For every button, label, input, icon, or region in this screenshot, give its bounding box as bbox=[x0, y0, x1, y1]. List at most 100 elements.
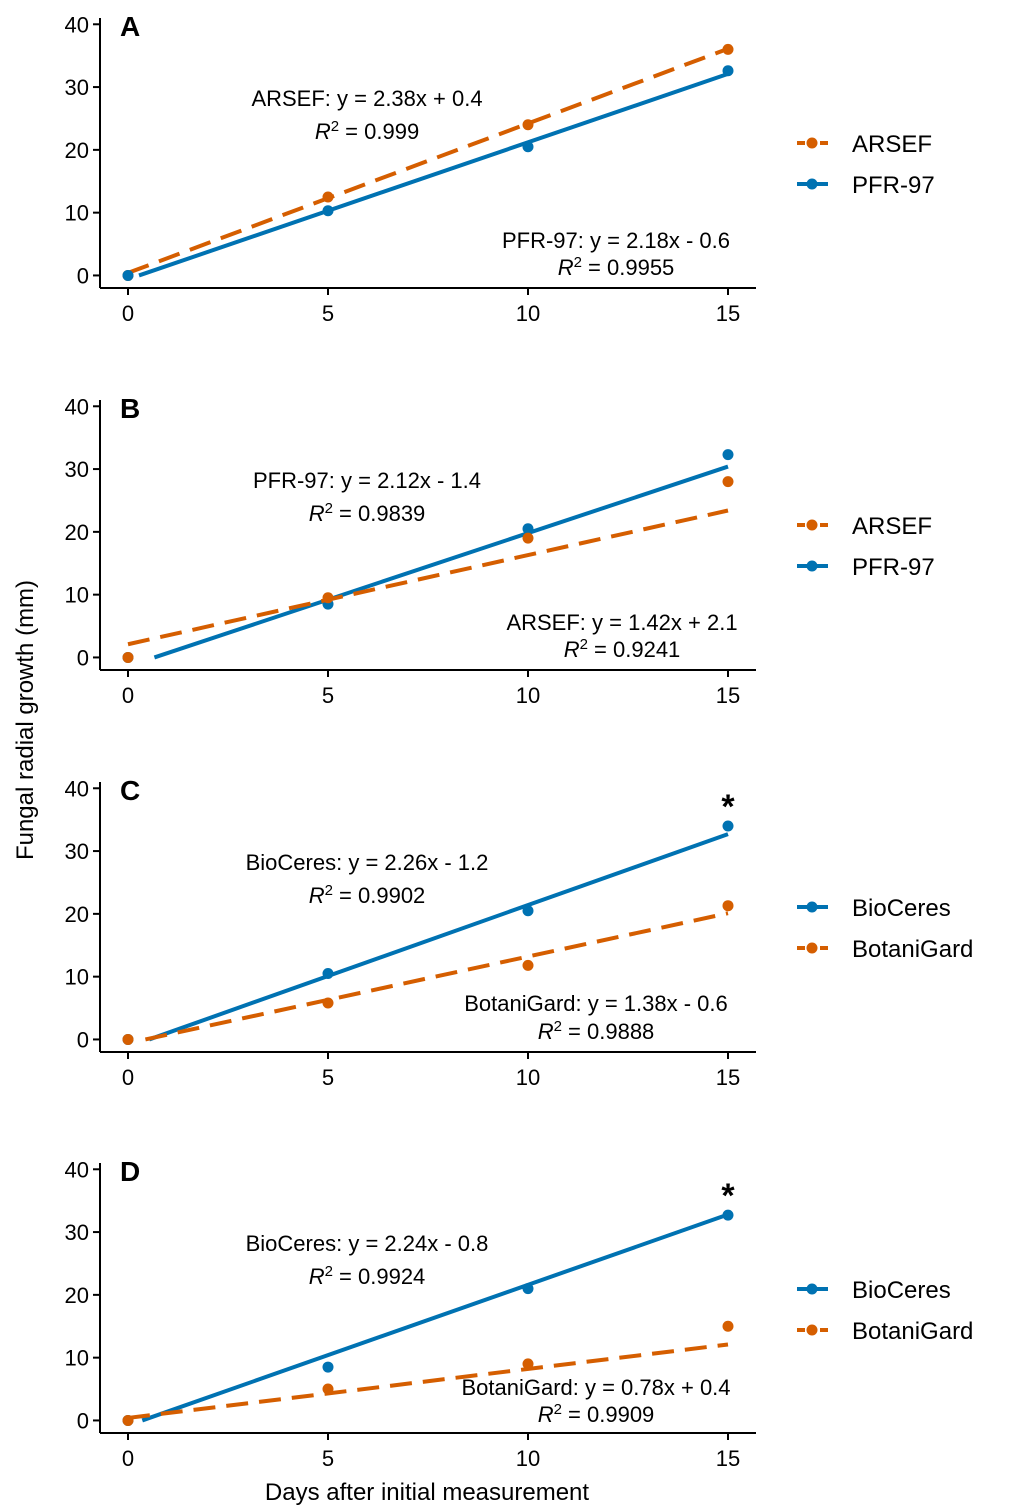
data-point-botanigard bbox=[722, 1320, 734, 1332]
y-axis-title: Fungal radial growth (mm) bbox=[12, 580, 39, 860]
legend-swatch-point bbox=[806, 519, 818, 531]
legend-swatch-point bbox=[806, 901, 818, 913]
x-tick-label: 15 bbox=[716, 683, 740, 708]
y-tick-label: 20 bbox=[65, 520, 89, 545]
panel-label-C: C bbox=[120, 775, 140, 806]
data-point-pfr-97 bbox=[722, 449, 734, 461]
data-point-arsef bbox=[522, 532, 534, 544]
y-tick-label: 20 bbox=[65, 902, 89, 927]
legend-label-pfr-97: PFR-97 bbox=[852, 172, 935, 199]
x-tick-label: 0 bbox=[122, 1065, 134, 1090]
legend-label-arsef: ARSEF bbox=[852, 513, 932, 540]
x-tick-label: 5 bbox=[322, 1065, 334, 1090]
x-tick-label: 10 bbox=[516, 683, 540, 708]
r-squared-label: R2 = 0.9924 bbox=[309, 1263, 426, 1290]
legend-label-bioceres: BioCeres bbox=[852, 1277, 951, 1304]
data-point-arsef bbox=[322, 191, 334, 203]
r-squared-label: R2 = 0.999 bbox=[315, 118, 419, 145]
data-point-bioceres bbox=[322, 968, 334, 980]
x-axis-title: Days after initial measurement bbox=[265, 1479, 589, 1506]
y-tick-label: 40 bbox=[65, 394, 89, 419]
x-tick-label: 10 bbox=[516, 1446, 540, 1471]
legend-label-botanigard: BotaniGard bbox=[852, 1318, 973, 1345]
r-squared-label: R2 = 0.9955 bbox=[558, 254, 675, 281]
r-squared-label: R2 = 0.9888 bbox=[538, 1018, 655, 1045]
data-point-botanigard bbox=[322, 997, 334, 1009]
data-point-botanigard bbox=[322, 1383, 334, 1395]
r-squared-label: R2 = 0.9909 bbox=[538, 1401, 655, 1428]
fit-line-arsef bbox=[127, 508, 729, 647]
data-point-bioceres bbox=[522, 905, 534, 917]
data-point-pfr-97 bbox=[322, 205, 334, 217]
y-tick-label: 30 bbox=[65, 457, 89, 482]
r-squared-label: R2 = 0.9902 bbox=[309, 882, 426, 909]
y-tick-label: 40 bbox=[65, 12, 89, 37]
data-point-arsef bbox=[122, 651, 134, 663]
fit-line-bioceres bbox=[148, 832, 729, 1042]
r-squared-label: R2 = 0.9839 bbox=[309, 500, 426, 527]
equation-label: BotaniGard: y = 0.78x + 0.4 bbox=[461, 1375, 730, 1400]
data-point-botanigard bbox=[722, 900, 734, 912]
y-tick-label: 30 bbox=[65, 839, 89, 864]
x-tick-label: 0 bbox=[122, 683, 134, 708]
x-tick-label: 0 bbox=[122, 1446, 134, 1471]
panel-label-B: B bbox=[120, 393, 140, 424]
y-tick-label: 30 bbox=[65, 75, 89, 100]
x-tick-label: 5 bbox=[322, 301, 334, 326]
data-point-pfr-97 bbox=[722, 65, 734, 77]
x-tick-label: 5 bbox=[322, 683, 334, 708]
equation-label: BioCeres: y = 2.24x - 0.8 bbox=[246, 1231, 489, 1256]
legend-swatch-point bbox=[806, 1283, 818, 1295]
legend-label-pfr-97: PFR-97 bbox=[852, 554, 935, 581]
legend-swatch-point bbox=[806, 137, 818, 149]
x-tick-label: 0 bbox=[122, 301, 134, 326]
data-point-arsef bbox=[322, 592, 334, 604]
data-point-botanigard bbox=[522, 1358, 534, 1370]
y-tick-label: 0 bbox=[77, 1408, 89, 1433]
legend-swatch-point bbox=[806, 942, 818, 954]
legend-swatch-point bbox=[806, 1324, 818, 1336]
r-squared-label: R2 = 0.9241 bbox=[564, 636, 681, 663]
data-point-bioceres bbox=[522, 1283, 534, 1295]
y-tick-label: 40 bbox=[65, 776, 89, 801]
data-point-bioceres bbox=[722, 820, 734, 832]
x-tick-label: 10 bbox=[516, 301, 540, 326]
x-tick-label: 15 bbox=[716, 1065, 740, 1090]
legend-swatch-point bbox=[806, 560, 818, 572]
fit-line-arsef bbox=[127, 46, 729, 275]
y-tick-label: 10 bbox=[65, 965, 89, 990]
legend-swatch-point bbox=[806, 178, 818, 190]
equation-label: PFR-97: y = 2.12x - 1.4 bbox=[253, 468, 481, 493]
y-tick-label: 0 bbox=[77, 645, 89, 670]
equation-label: ARSEF: y = 2.38x + 0.4 bbox=[251, 86, 482, 111]
data-point-pfr-97 bbox=[522, 523, 534, 535]
x-tick-label: 5 bbox=[322, 1446, 334, 1471]
y-tick-label: 30 bbox=[65, 1220, 89, 1245]
y-tick-label: 10 bbox=[65, 201, 89, 226]
y-tick-label: 10 bbox=[65, 1346, 89, 1371]
fit-line-bioceres bbox=[141, 1212, 729, 1423]
data-point-pfr-97 bbox=[522, 141, 534, 153]
significance-star: * bbox=[721, 1177, 735, 1215]
x-tick-label: 15 bbox=[716, 301, 740, 326]
fit-line-botanigard bbox=[127, 1342, 729, 1420]
y-tick-label: 0 bbox=[77, 263, 89, 288]
equation-label: ARSEF: y = 1.42x + 2.1 bbox=[506, 610, 737, 635]
y-tick-label: 20 bbox=[65, 1283, 89, 1308]
legend-label-arsef: ARSEF bbox=[852, 131, 932, 158]
data-point-pfr-97 bbox=[122, 269, 134, 281]
significance-star: * bbox=[721, 788, 735, 826]
y-tick-label: 40 bbox=[65, 1157, 89, 1182]
equation-label: BotaniGard: y = 1.38x - 0.6 bbox=[464, 991, 728, 1016]
legend-label-bioceres: BioCeres bbox=[852, 895, 951, 922]
panel-label-D: D bbox=[120, 1156, 140, 1187]
fit-line-pfr-97 bbox=[153, 464, 729, 660]
data-point-botanigard bbox=[122, 1414, 134, 1426]
data-point-arsef bbox=[722, 476, 734, 488]
data-point-botanigard bbox=[522, 959, 534, 971]
data-point-bioceres bbox=[722, 1209, 734, 1221]
equation-label: BioCeres: y = 2.26x - 1.2 bbox=[246, 850, 489, 875]
y-tick-label: 0 bbox=[77, 1027, 89, 1052]
panel-label-A: A bbox=[120, 11, 140, 42]
